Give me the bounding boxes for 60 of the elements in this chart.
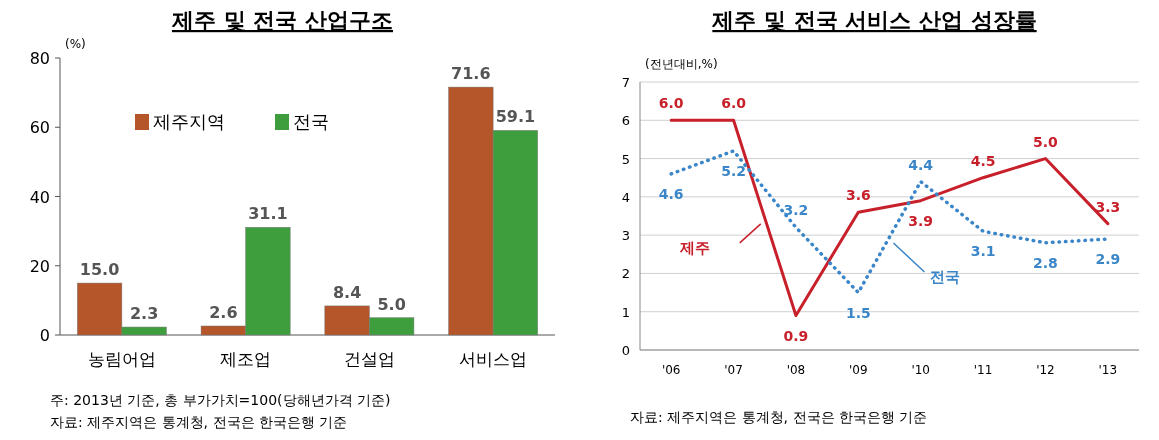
y-tick-label: 40	[29, 187, 50, 207]
x-tick-label: '12	[1036, 363, 1055, 377]
chart-title: 제주 및 전국 서비스 산업 성장률	[711, 8, 1037, 33]
data-label: 4.6	[658, 185, 684, 202]
data-label: 1.5	[845, 304, 871, 321]
text: 자료: 제주지역은 통계청, 전국은 한국은행 기준	[630, 409, 928, 425]
legend-label: 제주지역	[153, 111, 225, 132]
data-label: 5.2	[721, 162, 746, 179]
legend-label: 전국	[293, 111, 329, 132]
x-tick-label: '10	[911, 363, 930, 377]
y-axis-title: (%)	[65, 37, 86, 51]
y-tick-label: 2	[621, 266, 630, 282]
x-tick-label: 농림어업	[87, 349, 156, 369]
y-axis-title: (전년대비,%)	[645, 57, 718, 71]
data-label: 2.9	[1095, 250, 1121, 267]
x-tick-label: '06	[661, 363, 681, 377]
data-label: 2.6	[209, 303, 238, 322]
chart-title: 제주 및 전국 산업구조	[171, 8, 393, 33]
y-tick-label: 0	[621, 343, 630, 358]
y-tick-label: 3	[621, 228, 630, 244]
y-tick-label: 4	[621, 189, 630, 205]
y-tick-label: 80	[29, 49, 50, 68]
text: 자료: 제주지역은 통계청, 전국은 한국은행 기준	[50, 414, 348, 430]
y-tick-label: 60	[29, 118, 50, 138]
y-tick-label: 7	[621, 75, 630, 90]
y-tick-label: 5	[621, 151, 630, 167]
y-tick-label: 6	[621, 113, 630, 129]
data-label: 4.5	[970, 152, 996, 169]
data-label: 31.1	[248, 204, 288, 224]
data-label: 3.6	[845, 187, 871, 204]
text: 주: 2013년 기준, 총 부가가치=100(당해년가격 기준)	[50, 392, 391, 408]
x-tick-label: 건설업	[343, 349, 395, 369]
x-tick-label: '13	[1098, 363, 1118, 377]
data-label: 15.0	[79, 260, 120, 280]
x-tick-label: '09	[849, 363, 868, 377]
x-tick-label: '08	[786, 363, 806, 377]
x-tick-label: 제조업	[220, 349, 272, 369]
x-tick-label: '07	[724, 363, 743, 377]
data-label: 3.1	[970, 243, 996, 260]
data-label: 2.3	[129, 304, 159, 324]
y-tick-label: 1	[621, 304, 630, 320]
data-label: 8.4	[332, 282, 362, 302]
data-label: 71.6	[451, 64, 491, 84]
data-label: 2.8	[1033, 254, 1058, 271]
text: 전국	[929, 268, 960, 287]
data-label: 5.0	[377, 294, 406, 314]
data-label: 6.0	[721, 95, 747, 112]
data-label: 0.9	[783, 327, 809, 344]
data-label: 3.3	[1095, 198, 1121, 215]
y-tick-label: 20	[29, 256, 50, 276]
data-label: 59.1	[495, 107, 536, 127]
data-label: 3.2	[783, 202, 809, 219]
data-label: 6.0	[658, 95, 684, 112]
data-label: 3.9	[908, 212, 934, 229]
x-tick-label: '11	[973, 363, 993, 377]
text: 제주	[678, 238, 710, 257]
x-tick-label: 서비스업	[459, 349, 528, 369]
data-label: 5.0	[1033, 133, 1059, 150]
y-tick-label: 0	[39, 326, 50, 345]
data-label: 4.4	[908, 156, 934, 173]
